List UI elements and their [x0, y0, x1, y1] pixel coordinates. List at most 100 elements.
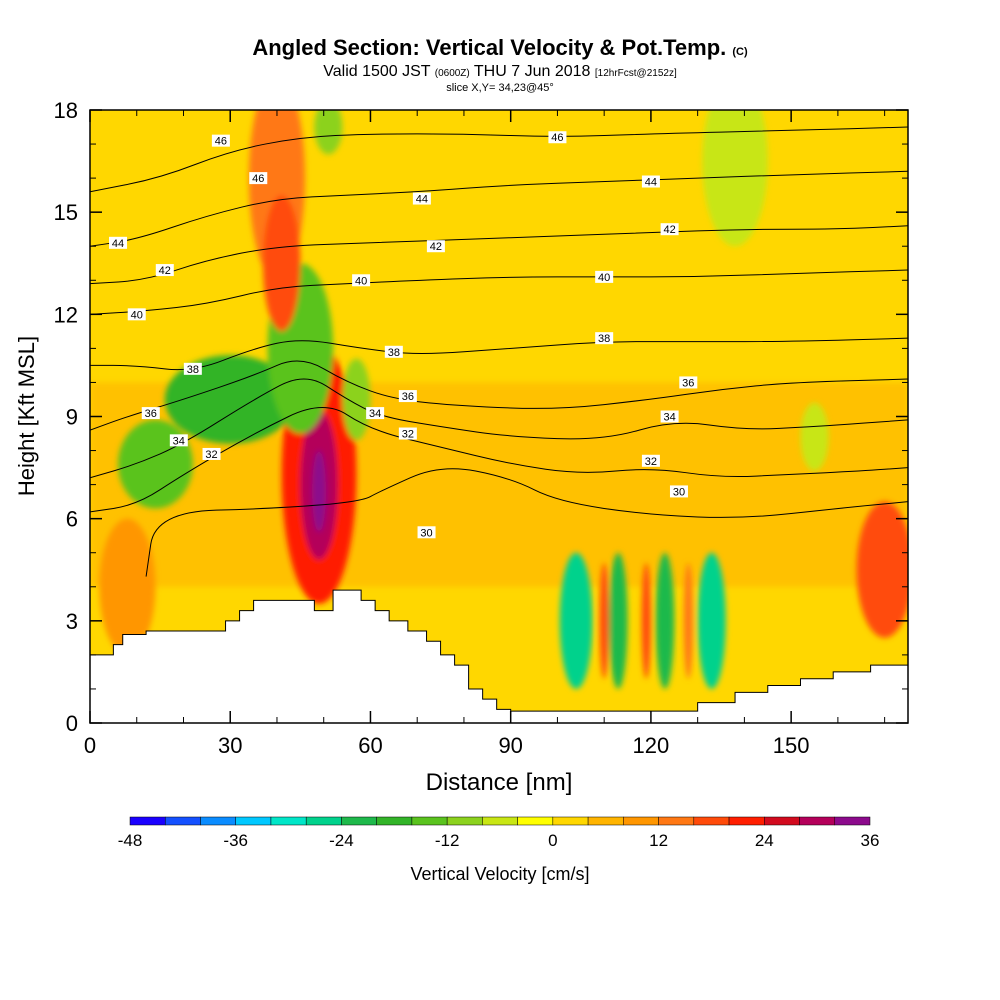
theta-label-44-1: 44: [416, 194, 428, 206]
colorbar-swatch: [764, 816, 800, 826]
colorbar-swatch: [517, 816, 554, 826]
colorbar-tick-label: -24: [329, 831, 354, 850]
theta-contour-40: [90, 269, 908, 315]
terrain: [90, 589, 908, 723]
x-axis-label: Distance [nm]: [426, 769, 573, 796]
theta-label-36-1: 36: [402, 391, 414, 403]
theta-label-bg: [384, 345, 403, 358]
theta-label-bg: [183, 362, 202, 375]
theta-label-bg: [398, 390, 417, 403]
theta-label-32-2: 32: [645, 456, 657, 468]
colorbar-tick-label: -36: [223, 831, 248, 850]
theta-label-34-1: 34: [369, 408, 381, 420]
theta-label-44-2: 44: [645, 177, 657, 189]
theta-label-32-1: 32: [402, 429, 414, 441]
colorbar-swatch: [341, 816, 377, 826]
y-axis-label: Height [Kft MSL]: [14, 336, 39, 496]
velocity-blob-12: [608, 552, 628, 689]
colorbar-tick-label: -12: [435, 831, 460, 850]
theta-label-bg: [641, 454, 660, 467]
velocity-blobs: [99, 110, 908, 689]
theta-label-bg: [169, 434, 188, 447]
theta-label-bg: [109, 236, 128, 249]
theta-contour-34: [90, 378, 908, 479]
colorbar-swatch: [799, 816, 836, 826]
theta-label-bg: [202, 447, 221, 460]
velocity-blob-18: [856, 501, 908, 638]
x-tick-label: 120: [633, 733, 670, 758]
velocity-blob-3: [118, 419, 193, 509]
theta-label-30-1: 30: [673, 486, 685, 498]
colorbar-swatch: [270, 816, 307, 826]
x-tick-label: 30: [218, 733, 242, 758]
theta-label-38-1: 38: [388, 347, 400, 359]
theta-label-bg: [155, 264, 174, 277]
colorbar-tick-label: 24: [755, 831, 774, 850]
colorbar-swatch: [446, 816, 483, 826]
y-tick-label: 6: [66, 507, 78, 532]
theta-label-bg: [660, 223, 679, 236]
velocity-blob-16: [641, 562, 651, 679]
theta-label-bg: [679, 376, 698, 389]
theta-label-46-2: 46: [215, 136, 227, 148]
theta-label-bg: [595, 332, 614, 345]
velocity-blob-20: [800, 402, 829, 471]
chart-titles: Angled Section: Vertical Velocity & Pot.…: [0, 35, 1000, 95]
x-tick-label: 60: [358, 733, 382, 758]
theta-label-bg: [426, 240, 445, 253]
theta-label-bg: [412, 192, 431, 205]
theta-label-bg: [548, 131, 567, 144]
colorbar-label: Vertical Velocity [cm/s]: [410, 864, 589, 884]
theta-label-40-0: 40: [131, 309, 143, 321]
colorbar: -48 -36 -24 -12 0 12 24 36: [118, 816, 879, 850]
velocity-blob-13: [655, 552, 675, 689]
velocity-blob-10: [702, 110, 768, 247]
y-tick-label: 12: [54, 302, 78, 327]
velocity-blob-14: [697, 552, 726, 689]
theta-label-bg: [249, 172, 268, 185]
colorbar-swatch: [693, 816, 730, 826]
chart-title: Angled Section: Vertical Velocity & Pot.…: [252, 35, 748, 60]
colorbar-swatch: [200, 816, 236, 826]
theta-label-32-0: 32: [205, 449, 217, 461]
velocity-blob-2: [312, 450, 327, 533]
theta-contour-32: [90, 407, 908, 513]
y-tick-label: 9: [66, 405, 78, 430]
colorbar-swatch: [482, 816, 518, 826]
theta-label-34-0: 34: [173, 435, 185, 447]
theta-label-bg: [398, 427, 417, 440]
theta-contour-36: [90, 360, 908, 431]
theta-contours: 30 30 32 32 32 34 34 34 36 36 36 38 38 38 40 40 40 42 42 42…: [90, 126, 908, 577]
theta-label-42-0: 42: [159, 265, 171, 277]
velocity-blob-17: [683, 562, 693, 679]
theta-label-40-1: 40: [355, 275, 367, 287]
theta-label-36-0: 36: [145, 408, 157, 420]
chart-subtitle: Valid 1500 JST (0600Z) THU 7 Jun 2018 [1…: [323, 63, 677, 80]
velocity-blob-6: [342, 358, 371, 441]
colorbar-swatch: [305, 816, 342, 826]
theta-contour-46: [90, 126, 908, 193]
theta-label-46-1: 46: [551, 132, 563, 144]
velocity-blob-9: [314, 110, 343, 155]
velocity-blob-8: [262, 195, 301, 332]
colorbar-tick-label: 0: [548, 831, 557, 850]
theta-label-bg: [660, 410, 679, 423]
theta-label-bg: [141, 407, 160, 420]
theta-label-bg: [352, 274, 371, 287]
theta-label-bg: [211, 134, 230, 147]
theta-label-bg: [669, 485, 688, 498]
colorbar-swatch: [834, 816, 871, 826]
colorbar-swatch: [376, 816, 413, 826]
x-tick-label: 90: [498, 733, 522, 758]
colorbar-swatch: [728, 816, 765, 826]
colorbar-swatch: [164, 816, 201, 826]
theta-label-34-2: 34: [663, 412, 675, 424]
y-tick-label: 15: [54, 200, 78, 225]
theta-label-bg: [366, 407, 385, 420]
colorbar-swatch: [129, 816, 166, 826]
colorbar-swatch: [235, 816, 272, 826]
velocity-blob-15: [599, 562, 609, 679]
theta-label-42-1: 42: [430, 241, 442, 253]
theta-contour-30: [145, 468, 908, 577]
theta-label-38-2: 38: [598, 333, 610, 345]
